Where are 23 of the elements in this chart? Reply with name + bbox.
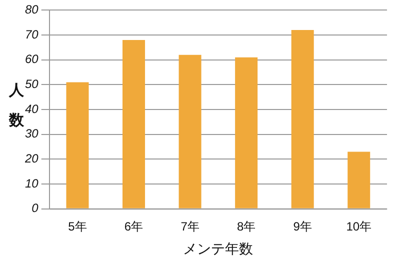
x-tick-label: 6年 bbox=[124, 219, 144, 234]
y-tick-label: 40 bbox=[24, 102, 39, 116]
bar bbox=[178, 54, 202, 208]
y-axis-title: 人数 bbox=[7, 70, 26, 130]
bar bbox=[66, 82, 89, 208]
bar bbox=[235, 57, 258, 208]
y-tick-label: 60 bbox=[24, 52, 39, 66]
y-tick-label: 10 bbox=[24, 176, 39, 190]
y-tick-label: 70 bbox=[24, 27, 39, 42]
x-tick-label: 7年 bbox=[180, 219, 200, 234]
bar bbox=[348, 152, 370, 208]
x-axis-title: メンテ年数 bbox=[183, 240, 254, 256]
bar bbox=[122, 40, 146, 208]
y-tick-label: 20 bbox=[24, 151, 39, 166]
y-tick-label: 80 bbox=[24, 2, 39, 17]
y-tick-label: 0 bbox=[32, 201, 39, 216]
x-tick-label: 5年 bbox=[68, 219, 87, 234]
x-tick-label: 8年 bbox=[236, 219, 256, 234]
x-tick-label: 10年 bbox=[346, 219, 372, 234]
y-tick-label: 30 bbox=[24, 126, 39, 141]
y-tick-label: 50 bbox=[24, 77, 39, 92]
bar bbox=[291, 30, 314, 208]
x-tick-label: 9年 bbox=[293, 219, 312, 234]
